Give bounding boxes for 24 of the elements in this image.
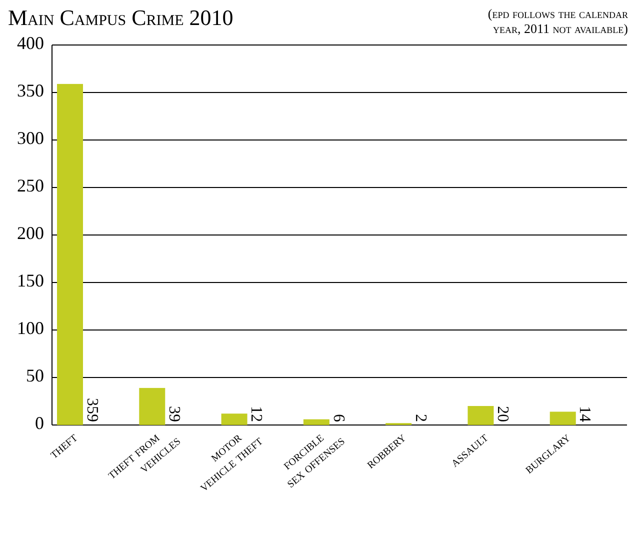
y-tick-label: 50 — [26, 366, 44, 386]
data-label: 14 — [576, 406, 594, 422]
y-tick-label: 0 — [35, 413, 44, 434]
data-label: 12 — [248, 406, 265, 422]
bar — [468, 406, 494, 425]
data-label: 2 — [412, 414, 429, 422]
data-label: 359 — [83, 398, 100, 422]
y-tick-label: 200 — [17, 223, 44, 244]
data-label: 20 — [494, 406, 512, 422]
y-tick-label: 300 — [17, 128, 44, 148]
data-label: 39 — [165, 406, 182, 422]
y-tick-label: 250 — [17, 176, 44, 196]
bar — [221, 414, 248, 425]
y-tick-label: 400 — [17, 33, 44, 54]
chart-title: Main Campus Crime 2010 — [8, 5, 234, 30]
chart-subtitle: (epd follows the calendar year, 2011 not available) — [488, 6, 628, 36]
bar — [57, 84, 83, 425]
y-tick-label: 350 — [17, 80, 44, 101]
y-tick-label: 100 — [17, 318, 44, 338]
bar — [550, 412, 576, 425]
bar — [303, 419, 330, 425]
data-label: 6 — [330, 414, 347, 422]
bar — [139, 388, 166, 425]
y-tick-label: 150 — [17, 270, 44, 291]
